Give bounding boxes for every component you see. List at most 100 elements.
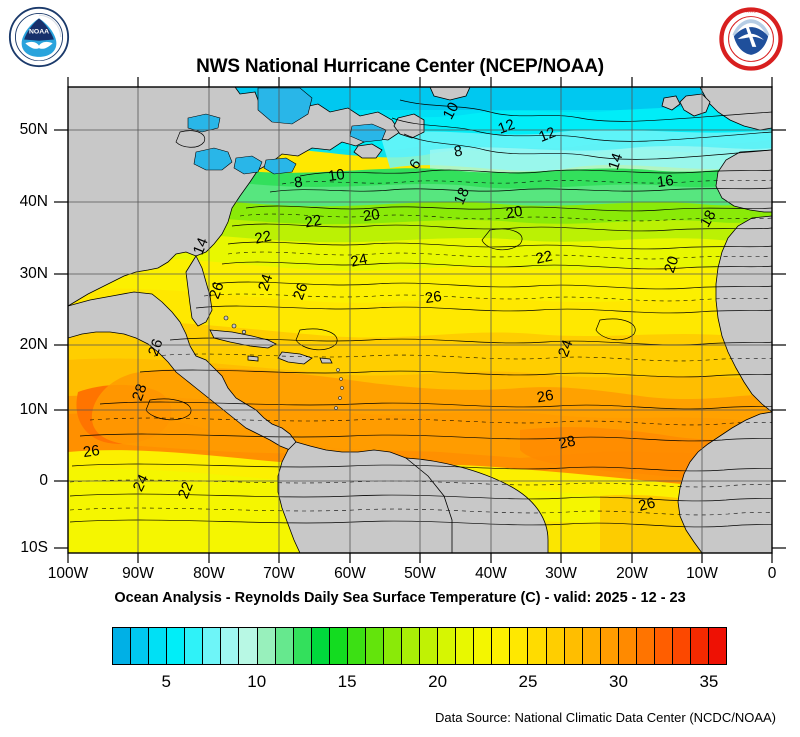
colorbar-tick-label: 30: [609, 672, 628, 691]
colorbar-swatch: [365, 628, 384, 664]
page-title: NWS National Hurricane Center (NCEP/NOAA…: [196, 56, 604, 77]
colorbar-swatch: [474, 628, 493, 664]
axis-ticks: [54, 77, 786, 563]
y-axis-tick-label: 40N: [19, 193, 48, 210]
colorbar-swatch: [438, 628, 457, 664]
x-axis-tick-label: 70W: [263, 565, 295, 582]
x-axis-tick-label: 20W: [616, 565, 648, 582]
colorbar-swatch: [600, 628, 619, 664]
contour-label: 14: [605, 151, 626, 172]
colorbar-swatch: [185, 628, 204, 664]
x-axis-tick-label: 90W: [122, 565, 154, 582]
colorbar-swatch: [149, 628, 168, 664]
colorbar-swatch: [492, 628, 511, 664]
noaa-seal-logo: NOAA: [8, 6, 70, 68]
contour-label: 16: [656, 172, 675, 191]
colorbar-swatch: [709, 628, 727, 664]
contour-label: 26: [424, 288, 443, 307]
landmasses: [68, 87, 772, 553]
contour-label: 26: [290, 281, 312, 302]
contour-label: 26: [145, 337, 167, 358]
colorbar-tick-label: 25: [518, 672, 538, 691]
contour-label: 20: [661, 254, 682, 275]
contour-label: 10: [327, 166, 346, 185]
contour-labels: 1010121212126688141416168810101818181820…: [82, 100, 720, 515]
data-source-note: Data Source: National Climatic Data Cent…: [435, 710, 776, 725]
nws-seal-logo: NWS: [719, 7, 783, 71]
y-axis-tick-label: 20N: [19, 336, 48, 353]
y-axis-tick-label: 10S: [20, 539, 48, 556]
contour-label: 24: [349, 251, 369, 271]
contour-label: 26: [536, 387, 555, 407]
colorbar: [112, 627, 727, 665]
colorbar-tick-label: 20: [428, 672, 448, 691]
x-axis-tick-label: 50W: [404, 565, 436, 582]
colorbar-swatch: [293, 628, 312, 664]
x-axis-tick-label: 60W: [334, 565, 366, 582]
colorbar-swatch: [311, 628, 330, 664]
colorbar-swatch: [528, 628, 547, 664]
colorbar-tick-label: 10: [247, 672, 267, 691]
colorbar-swatch: [546, 628, 565, 664]
colorbar-swatch: [636, 628, 655, 664]
contour-label: 20: [505, 203, 524, 223]
colorbar-tick-label: 15: [337, 672, 357, 691]
colorbar-swatch: [383, 628, 402, 664]
contour-label: 10: [440, 100, 463, 123]
colorbar-swatch: [329, 628, 348, 664]
colorbar-swatch: [257, 628, 276, 664]
contour-label: 8: [293, 174, 304, 192]
contour-lines: [69, 99, 772, 528]
contour-label: 24: [255, 272, 276, 293]
x-axis-tick-label: 100W: [47, 565, 89, 582]
contour-label: 22: [253, 228, 273, 248]
colorbar-swatch: [131, 628, 150, 664]
colorbar-swatch: [420, 628, 439, 664]
x-axis-tick-label: 80W: [193, 565, 225, 582]
map-caption: Ocean Analysis - Reynolds Daily Sea Surf…: [114, 590, 686, 606]
colorbar-swatch: [582, 628, 601, 664]
colorbar-swatch: [456, 628, 475, 664]
colorbar-swatch: [672, 628, 691, 664]
colorbar-swatch: [203, 628, 222, 664]
colorbar-tick-label: 35: [699, 672, 719, 691]
contour-label: 20: [362, 206, 381, 225]
colorbar-swatch: [347, 628, 366, 664]
contour-label: 12: [536, 124, 558, 146]
colorbar-tick-label: 5: [161, 672, 171, 691]
x-axis-tick-label: 0: [767, 565, 777, 582]
contour-label: 26: [206, 280, 228, 301]
contour-label: 22: [175, 479, 197, 501]
map-graticule: [68, 87, 772, 553]
colorbar-swatch: [221, 628, 240, 664]
x-axis-tick-label: 30W: [545, 565, 577, 582]
y-axis-tick-label: 50N: [19, 121, 48, 138]
contour-label: 12: [496, 116, 517, 138]
x-axis-tick-label: 40W: [475, 565, 507, 582]
contour-label: 14: [190, 235, 212, 257]
svg-text:NOAA: NOAA: [29, 28, 49, 35]
contour-label: 28: [129, 382, 151, 403]
contour-label: 22: [304, 212, 323, 232]
contour-label: 24: [555, 338, 577, 359]
colorbar-swatch: [113, 628, 132, 664]
contour-label: 22: [534, 248, 554, 268]
colorbar-swatch: [275, 628, 294, 664]
colorbar-swatch: [239, 628, 258, 664]
x-axis-tick-label: 10W: [686, 565, 718, 582]
contour-label: 28: [557, 433, 577, 453]
colorbar-swatch: [654, 628, 673, 664]
contour-label: 26: [82, 442, 101, 461]
colorbar-swatch: [691, 628, 710, 664]
y-axis-tick-label: 30N: [19, 265, 48, 282]
colorbar-swatch: [167, 628, 186, 664]
colorbar-swatch: [510, 628, 529, 664]
colorbar-swatch: [564, 628, 583, 664]
contour-label: 24: [130, 472, 153, 494]
colorbar-swatch: [618, 628, 637, 664]
y-axis-tick-label: 10N: [19, 401, 48, 418]
colorbar-swatch: [402, 628, 421, 664]
svg-text:NWS: NWS: [746, 9, 757, 14]
